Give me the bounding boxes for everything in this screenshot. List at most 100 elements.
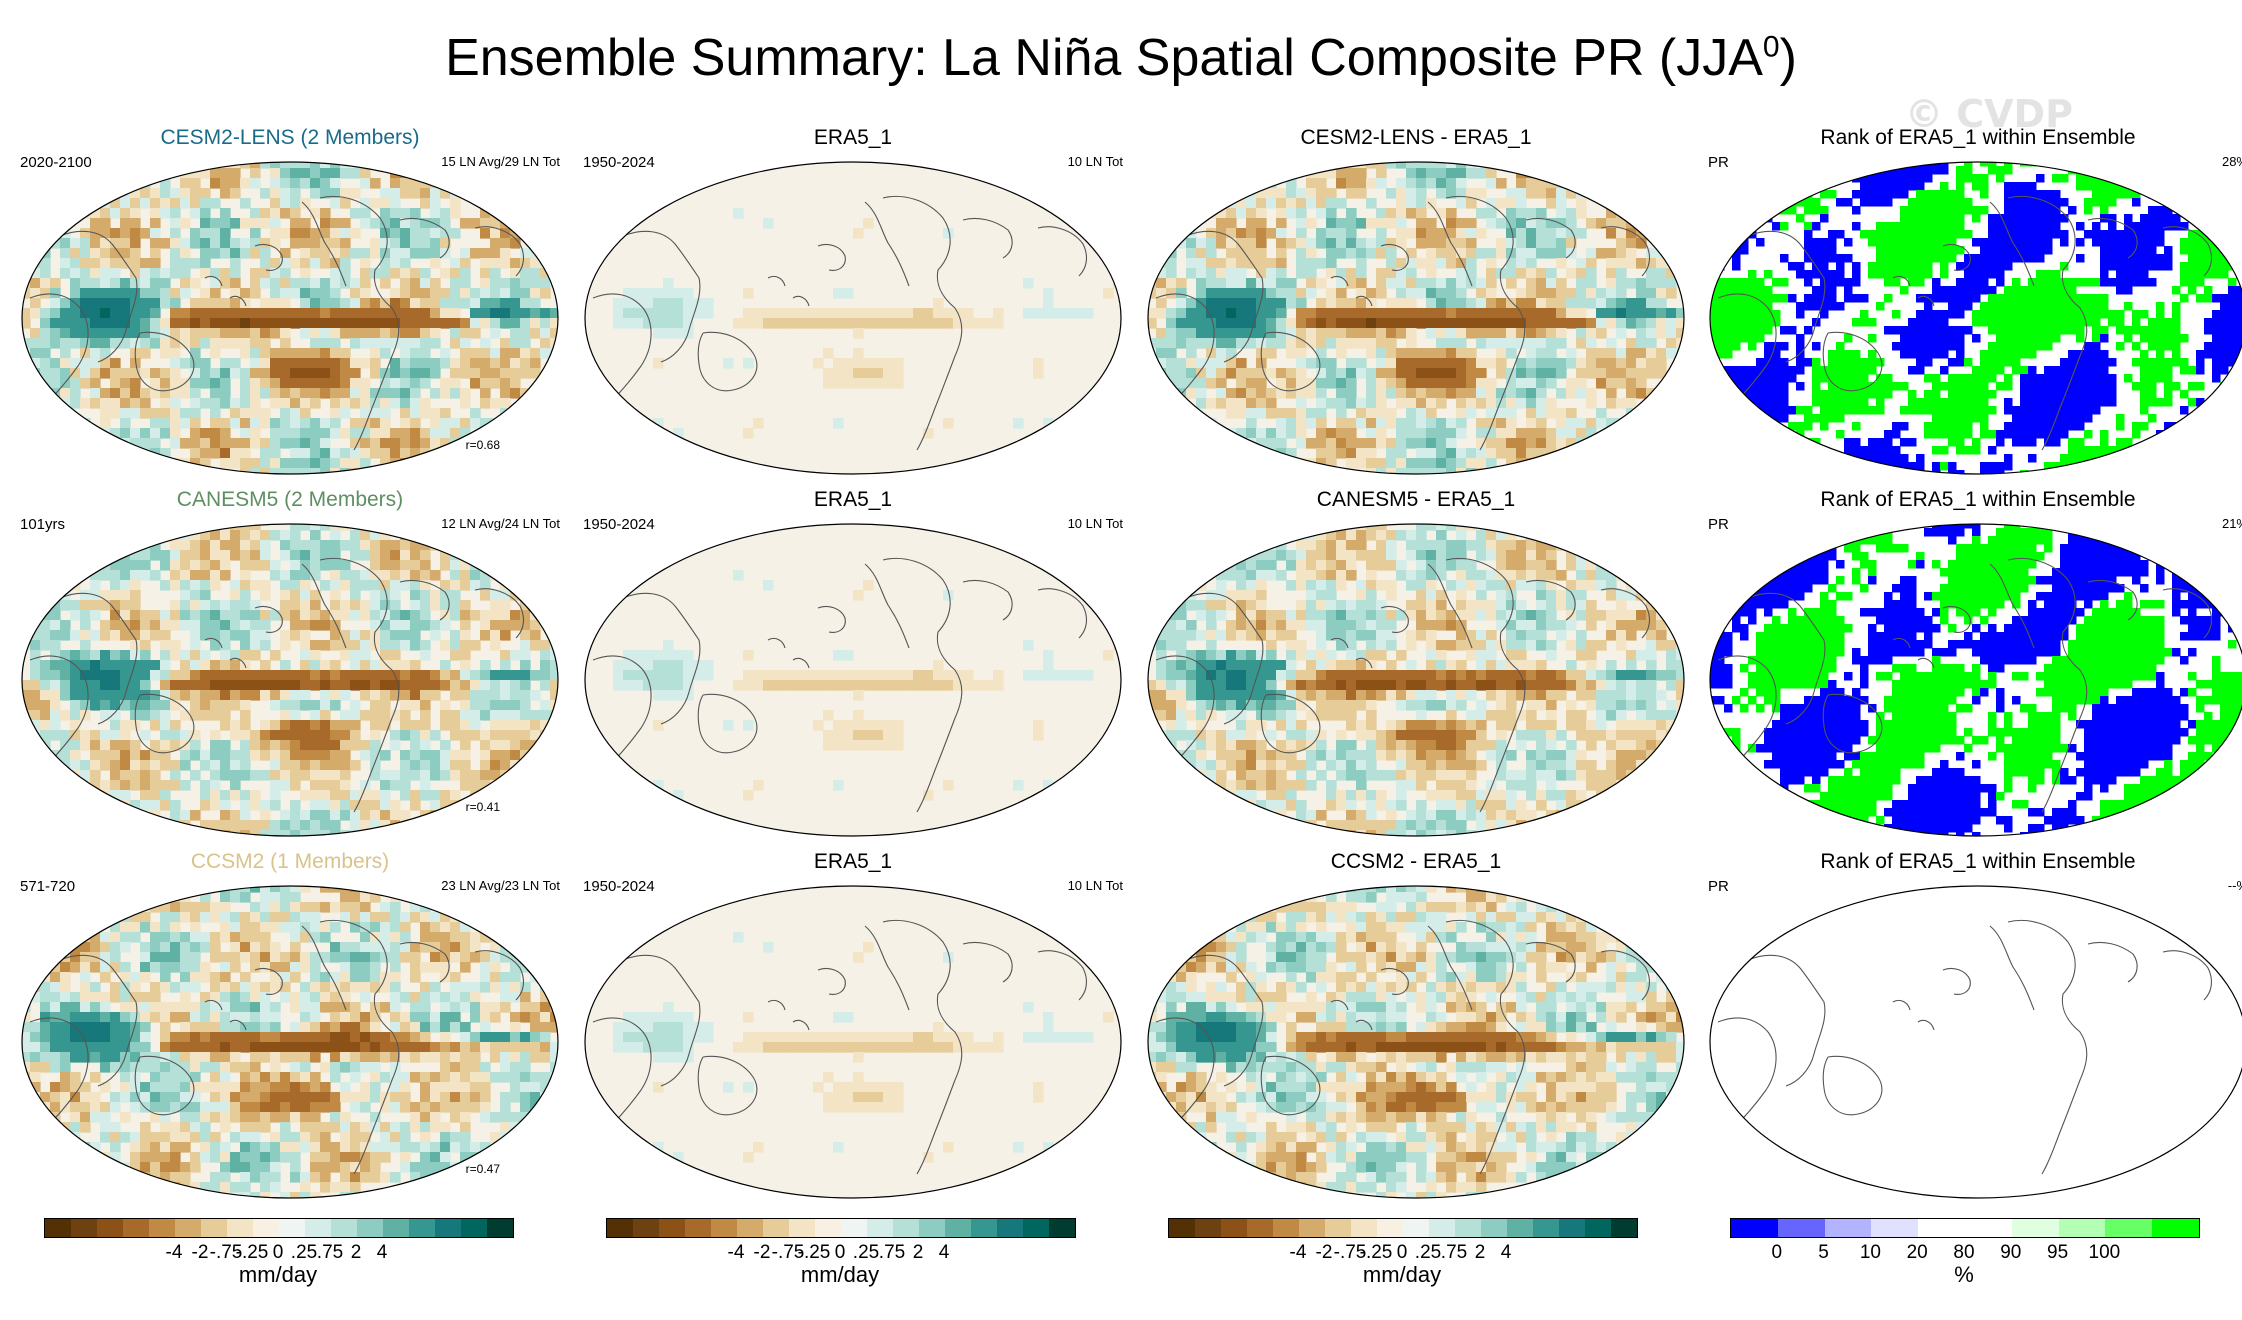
map-cell [1656, 168, 1667, 179]
map-cell [360, 408, 371, 419]
map-cell [90, 338, 101, 349]
map-cell [1940, 286, 1949, 295]
map-cell [2068, 390, 2077, 399]
map-cell [1748, 374, 1757, 383]
map-cell [1980, 174, 1989, 183]
map-cell [1456, 168, 1467, 179]
map-cell [230, 398, 241, 409]
map-cell [300, 428, 311, 439]
map-cell [1964, 198, 1973, 207]
map-cell [370, 318, 381, 329]
map-cell [430, 298, 441, 309]
map-cell [2116, 414, 2125, 423]
map-cell [450, 378, 461, 389]
map-cell [2180, 334, 2189, 343]
map-cell [520, 198, 531, 209]
map-cell [2204, 350, 2213, 359]
map-cell [1940, 190, 1949, 199]
map-cell [823, 378, 834, 389]
map-cell [500, 258, 511, 269]
map-cell [663, 328, 674, 339]
map-cell [1764, 462, 1773, 471]
map-cell [450, 368, 461, 379]
map-cell [310, 388, 321, 399]
map-cell [250, 238, 261, 249]
map-cell [1266, 328, 1277, 339]
map-cell [1716, 390, 1725, 399]
map-cell [1796, 182, 1805, 191]
map-cell [550, 308, 558, 319]
map-cell [1844, 254, 1853, 263]
map-cell [1426, 398, 1437, 409]
map-cell [1860, 166, 1869, 175]
map-cell [1216, 458, 1227, 469]
map-cell [490, 398, 501, 409]
map-cell [400, 368, 411, 379]
map-cell [2012, 246, 2021, 255]
map-cell [2212, 366, 2221, 375]
map-cell [220, 530, 231, 541]
map-cell [1948, 358, 1957, 367]
map-cell [480, 248, 491, 259]
map-cell [350, 358, 361, 369]
map-cell [340, 408, 351, 419]
map-cell [280, 258, 291, 269]
map-cell [1606, 338, 1617, 349]
coastline [1185, 230, 1264, 363]
map-cell [1740, 286, 1749, 295]
map-cell [190, 168, 201, 179]
map-cell [60, 368, 71, 379]
map-cell [1436, 188, 1447, 199]
map-cell [2004, 162, 2013, 167]
map-cell [2060, 198, 2069, 207]
map-cell [1176, 418, 1187, 429]
map-cell [1710, 382, 1717, 391]
map-cell [1732, 390, 1741, 399]
map-cell [1868, 382, 1877, 391]
map-cell [2076, 174, 2085, 183]
map-cell [1844, 294, 1853, 303]
map-cell [1980, 286, 1989, 295]
map-cell [1828, 254, 1837, 263]
map-cell [390, 198, 401, 209]
coastline [301, 201, 347, 287]
map-cell [1788, 262, 1797, 271]
map-cell [1406, 428, 1417, 439]
map-cell [200, 338, 211, 349]
map-cell [1226, 248, 1237, 259]
map-cell [1820, 294, 1829, 303]
map-cell [963, 308, 974, 319]
map-cell [1556, 298, 1567, 309]
map-cell [1812, 342, 1821, 351]
panel-title: Rank of ERA5_1 within Ensemble [1820, 126, 2136, 149]
map-cell [1316, 438, 1327, 449]
map-cell [1606, 258, 1617, 269]
map-cell [1336, 368, 1347, 379]
map-cell [1556, 438, 1567, 449]
map-cell [210, 378, 221, 389]
map-cell [1916, 254, 1925, 263]
map-cell [1980, 238, 1989, 247]
map-cell [1566, 188, 1577, 199]
map-cell [2180, 222, 2189, 231]
map-cell [2004, 398, 2013, 407]
map-cell [1336, 398, 1347, 409]
map-cell [1176, 338, 1187, 349]
map-cell [260, 378, 271, 389]
map-cell [60, 358, 71, 369]
map-cell [150, 298, 161, 309]
map-cell [1376, 338, 1387, 349]
map-cell [400, 308, 411, 319]
map-cell [1932, 206, 1941, 215]
map-cell [1226, 388, 1237, 399]
map-cell [1406, 268, 1417, 279]
map-cell [540, 162, 551, 169]
map-cell [803, 308, 814, 319]
map-cell [1724, 278, 1733, 287]
map-cell [80, 358, 91, 369]
map-cell [100, 398, 111, 409]
map-cell [653, 308, 664, 319]
map-cell [1900, 254, 1909, 263]
map-cell [520, 248, 531, 259]
map-cell [1456, 258, 1467, 269]
